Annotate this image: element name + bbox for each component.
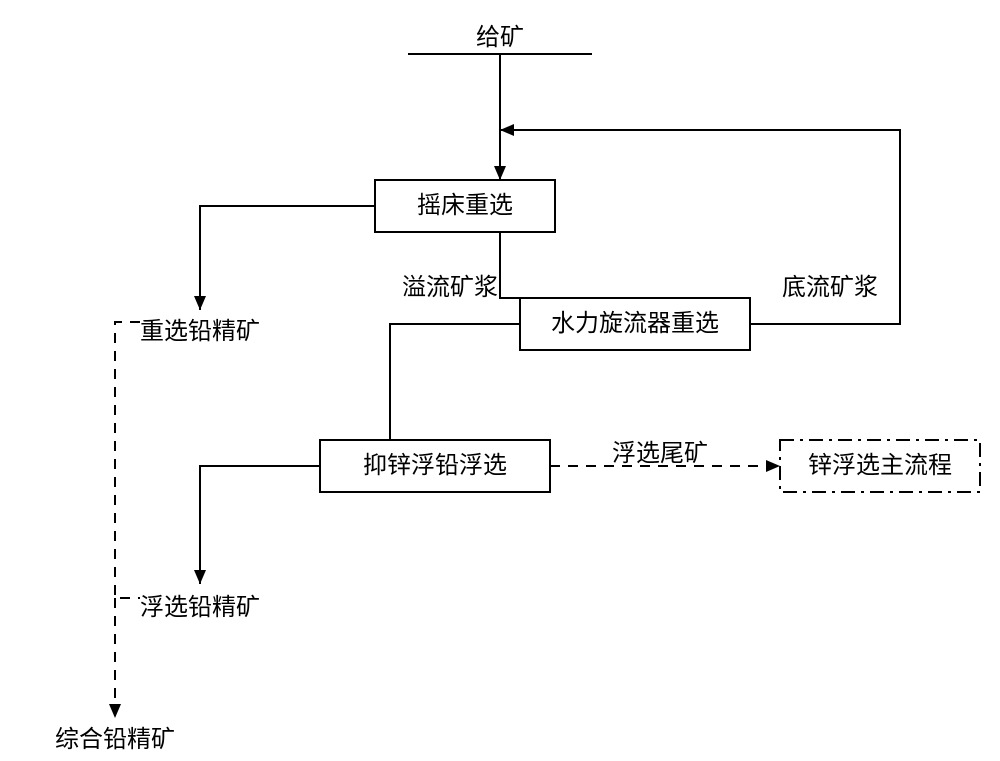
label-feed: 给矿 [476,24,524,51]
edge-e-cyc-over [390,324,520,440]
edge-e-grav-dash [115,322,140,598]
label-overflow: 溢流矿浆 [402,274,498,301]
label-gravpb: 重选铅精矿 [140,318,260,345]
label-shaker: 摇床重选 [417,192,513,219]
flowchart-canvas: 给矿摇床重选水力旋流器重选抑锌浮铅浮选 锌浮选主流程 重选铅精矿 溢流矿浆 底流矿浆浮选… [0,0,1000,761]
label-flotation: 抑锌浮铅浮选 [363,452,507,479]
arrow-head [766,460,780,472]
label-cyclone: 水力旋流器重选 [551,310,719,337]
label-znmain: 锌浮选主流程 [808,452,952,479]
label-combpb: 综合铅精矿 [55,726,175,753]
label-flotpb: 浮选铅精矿 [140,594,260,621]
edge-e-shaker-grav [200,206,375,310]
arrow-head [109,704,121,718]
arrow-head [194,570,206,584]
edge-e-flot-pbconc [200,466,320,584]
label-flotail: 浮选尾矿 [612,440,708,467]
edge-e-shaker-cyc [500,232,520,298]
arrow-head [494,166,506,180]
arrow-head [500,124,514,136]
label-underflow: 底流矿浆 [782,274,878,301]
arrow-head [194,296,206,310]
